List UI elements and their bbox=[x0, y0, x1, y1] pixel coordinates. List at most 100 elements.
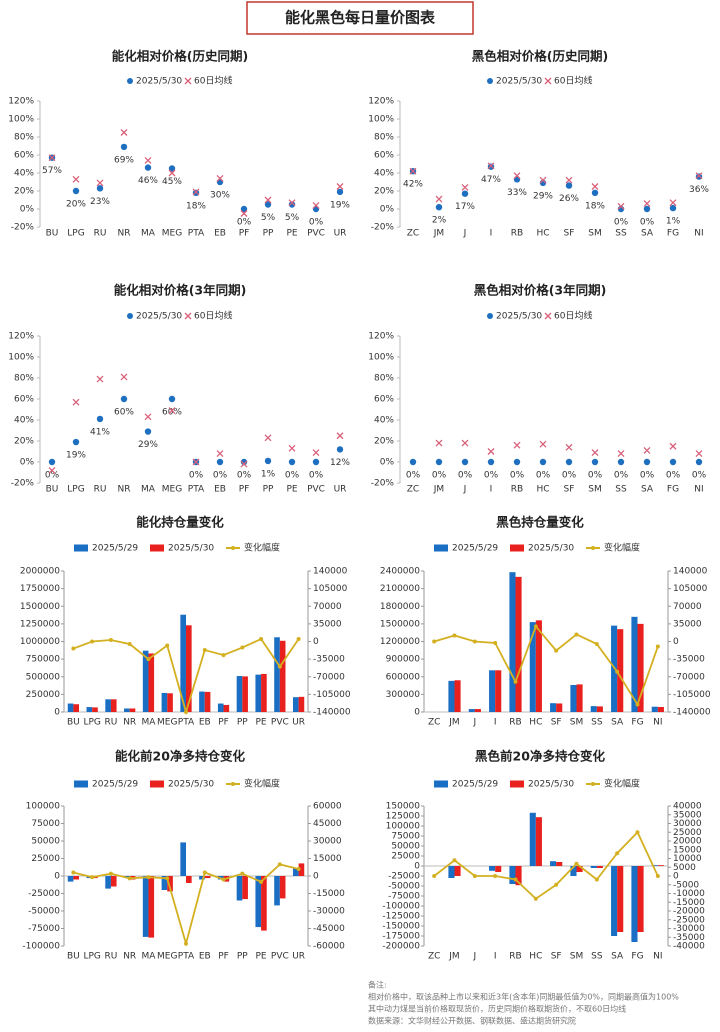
y-tick-label: -25000 bbox=[388, 872, 420, 882]
y-tick-label: 75000 bbox=[391, 832, 420, 842]
cross-marker bbox=[487, 448, 495, 455]
y2-tick-label: 140000 bbox=[313, 567, 348, 577]
dot-marker bbox=[264, 457, 272, 465]
y-tick-label: 0 bbox=[414, 708, 420, 718]
y-tick-label: 1750000 bbox=[20, 584, 60, 594]
x-tick-label: ZC bbox=[428, 952, 440, 962]
bar bbox=[255, 674, 262, 712]
dot-marker bbox=[72, 187, 80, 195]
cross-marker bbox=[96, 375, 104, 383]
y2-tick-label: -35000 bbox=[673, 655, 705, 665]
bar bbox=[657, 707, 664, 712]
legend-swatch bbox=[150, 544, 164, 552]
line-point bbox=[533, 624, 538, 629]
x-tick-label: ZC bbox=[407, 229, 419, 239]
cross-marker bbox=[461, 439, 469, 447]
cross-marker bbox=[435, 195, 443, 203]
x-tick-label: PP bbox=[237, 952, 248, 962]
y-tick-label: 40% bbox=[14, 169, 34, 179]
change-line bbox=[433, 624, 659, 707]
cross-marker bbox=[144, 413, 152, 421]
y-tick-label: 2100000 bbox=[380, 584, 420, 594]
line-point bbox=[615, 669, 620, 674]
bar bbox=[617, 866, 624, 932]
legend-swatch bbox=[487, 313, 493, 319]
chart-title: 黑色相对价格(3年同期) bbox=[474, 283, 607, 298]
value-label: 19% bbox=[66, 451, 86, 461]
x-tick-label: FG bbox=[667, 229, 679, 239]
bar bbox=[105, 876, 111, 889]
cross-marker bbox=[539, 440, 547, 448]
y-tick-label: 120% bbox=[8, 332, 34, 342]
x-tick-label: SM bbox=[588, 485, 601, 495]
y2-tick-label: 35000 bbox=[673, 810, 702, 820]
legend-swatch bbox=[150, 780, 164, 788]
legend-label: 2025/5/30 bbox=[136, 77, 182, 87]
legend-label: 2025/5/30 bbox=[496, 77, 542, 87]
bar bbox=[86, 707, 93, 712]
y-tick-label: 40% bbox=[374, 169, 394, 179]
cross-marker bbox=[120, 129, 128, 136]
cross-marker bbox=[96, 179, 104, 187]
x-tick-label: MA bbox=[142, 718, 157, 728]
cross-marker bbox=[643, 200, 651, 208]
chart-title: 能化相对价格(历史同期) bbox=[112, 49, 248, 64]
bar bbox=[204, 691, 211, 712]
bar bbox=[73, 876, 80, 880]
cross-marker bbox=[168, 169, 176, 177]
value-label: 47% bbox=[481, 175, 501, 185]
cross-marker bbox=[72, 175, 80, 183]
dot-marker bbox=[48, 458, 56, 466]
legend-swatch bbox=[127, 78, 133, 84]
bar bbox=[242, 676, 248, 712]
bar bbox=[590, 706, 597, 712]
line-point bbox=[574, 632, 579, 637]
line-point bbox=[635, 702, 640, 707]
line-point bbox=[594, 877, 599, 882]
bar bbox=[242, 876, 248, 900]
y-tick-label: 2000000 bbox=[20, 567, 60, 577]
bar bbox=[199, 691, 205, 712]
x-tick-label: BU bbox=[46, 229, 59, 239]
change-line bbox=[433, 830, 659, 900]
x-tick-label: SF bbox=[564, 485, 575, 495]
x-tick-label: RU bbox=[105, 718, 118, 728]
y-tick-label: 20% bbox=[14, 437, 34, 447]
x-tick-label: PTA bbox=[178, 952, 195, 962]
value-label: 0% bbox=[536, 471, 551, 481]
y2-tick-label: -45000 bbox=[313, 924, 345, 934]
legend-swatch bbox=[231, 546, 235, 550]
line-point bbox=[472, 874, 477, 878]
x-tick-label: RU bbox=[105, 952, 118, 962]
x-tick-label: I bbox=[490, 485, 493, 495]
y-tick-label: -200000 bbox=[382, 942, 420, 952]
x-tick-label: I bbox=[494, 952, 497, 962]
x-tick-label: BU bbox=[67, 952, 80, 962]
line-point bbox=[493, 874, 498, 878]
bar bbox=[236, 676, 243, 712]
dot-marker bbox=[336, 188, 344, 196]
cross-marker bbox=[264, 196, 272, 204]
bar bbox=[495, 866, 502, 872]
dot-marker bbox=[591, 458, 599, 466]
y-tick-label: 1500000 bbox=[20, 602, 60, 612]
cross-marker bbox=[312, 449, 320, 457]
x-tick-label: MA bbox=[141, 485, 156, 495]
y2-tick-label: -140000 bbox=[313, 708, 351, 718]
bar bbox=[279, 640, 286, 712]
cross-marker bbox=[216, 450, 224, 458]
line-point bbox=[554, 882, 559, 887]
bar bbox=[596, 866, 603, 868]
bar bbox=[550, 861, 557, 866]
cross-marker bbox=[513, 172, 521, 180]
x-tick-label: ZC bbox=[407, 485, 419, 495]
line-point bbox=[432, 874, 437, 878]
bar bbox=[67, 876, 74, 882]
y-tick-label: 1250000 bbox=[20, 619, 60, 629]
x-tick-label: BU bbox=[67, 718, 80, 728]
y-tick-label: -100000 bbox=[382, 902, 420, 912]
legend-swatch bbox=[127, 313, 133, 319]
y-tick-label: 0% bbox=[380, 205, 395, 215]
bar bbox=[236, 876, 243, 901]
bar bbox=[509, 572, 516, 712]
